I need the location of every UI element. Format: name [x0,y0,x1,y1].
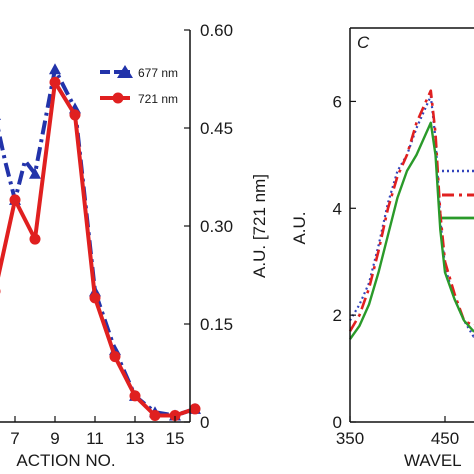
legend-677nm-marker [117,65,133,78]
y-axis-label: A.U. [290,211,309,244]
right-chart-panel: 350 450 0 2 4 6 C A.U. WAVEL [290,27,474,470]
legend: 677 nm 721 nm [100,65,178,106]
series-677nm-marker [29,167,41,179]
y-tick-label: 6 [333,92,342,111]
panel-label: C [357,33,370,52]
y2-tick-label: 0.30 [200,217,233,236]
x-tick-label: 13 [126,429,145,448]
legend-721nm-label: 721 nm [138,92,178,106]
series-677nm-marker [49,63,61,75]
legend-right [442,169,474,220]
spectrum-dashdot-line [348,89,474,332]
x-tick-label: 7 [10,429,19,448]
y2-tick-label: 0.60 [200,21,233,40]
series-721nm-marker [169,409,181,421]
x-tick-label: 15 [166,429,185,448]
series-721nm-marker [129,390,141,402]
legend-721nm-marker [112,92,124,104]
x-tick-label: 9 [50,429,59,448]
y2-tick-label: 0.45 [200,119,233,138]
y-tick-label: 0 [333,413,342,432]
series-721nm-marker [149,409,161,421]
series-721nm-marker [29,233,41,245]
series-721nm-marker [69,109,81,121]
series-721nm-marker [109,351,121,363]
left-chart-panel: 7 9 11 13 15 0 0.15 0.30 0.45 0.60 ACTION NO. A.… [0,21,269,470]
series-721nm-marker [189,403,201,415]
x-tick-label: 11 [86,429,104,448]
series-721nm-marker [49,76,61,88]
y-tick-label: 2 [333,306,342,325]
spectrum-solid-line [349,121,474,340]
series-721nm-marker [89,292,101,304]
series-721nm-marker [9,194,21,206]
x-tick-label: 450 [431,429,459,448]
x-axis-label: ACTION NO. [16,451,115,470]
x-axis-label-right: WAVEL [404,451,462,470]
legend-677nm-label: 677 nm [138,66,178,80]
series-677nm-marker [0,118,1,120]
right-y-axis-label: A.U. [721 nm] [250,174,269,278]
y-tick-label: 4 [333,199,342,218]
series-721nm-line [0,80,196,418]
x-tick-label: 350 [336,429,364,448]
y2-tick-label: 0 [200,413,209,432]
series-677nm-line [0,67,196,418]
series-721nm-marker [0,289,1,294]
y2-tick-label: 0.15 [200,315,233,334]
